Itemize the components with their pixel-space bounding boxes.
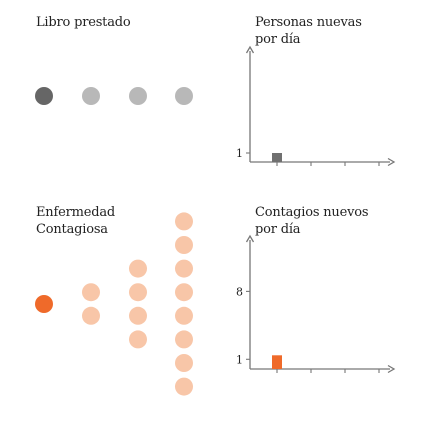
bottom-chart-title: Contagios nuevos por día: [255, 204, 369, 238]
bottom-dot: [175, 212, 193, 231]
top-chart-title: Personas nuevas por día: [255, 14, 362, 48]
top-y-arrow: [245, 45, 255, 54]
top-y-tick-label: 1: [236, 147, 243, 160]
bottom-left-label-line-2: Contagiosa: [36, 222, 108, 237]
bottom-y-tick-label: 8: [236, 285, 243, 298]
top-left-label: Libro prestado: [36, 15, 131, 30]
top-dot: [129, 87, 147, 105]
bottom-bar-chart: 18: [236, 234, 396, 374]
bottom-chart-title-line-1: Contagios nuevos: [255, 205, 369, 220]
bottom-dot: [82, 283, 100, 302]
bottom-dot-grid: [35, 212, 193, 396]
bottom-dot: [175, 283, 193, 302]
bottom-x-arrow: [387, 364, 396, 374]
bottom-dot: [175, 377, 193, 396]
bottom-dot: [129, 283, 147, 302]
bottom-dot: [175, 259, 193, 278]
bottom-left-label: Enfermedad Contagiosa: [36, 204, 115, 238]
bottom-dot: [175, 306, 193, 325]
top-bar: [272, 153, 282, 162]
top-bar-chart: 1: [236, 45, 396, 167]
bottom-dot: [129, 259, 147, 278]
top-dot: [35, 87, 53, 105]
bottom-dot: [129, 330, 147, 349]
top-chart-title-line-1: Personas nuevas: [255, 15, 362, 30]
bottom-dot: [175, 354, 193, 372]
top-dot-grid: [35, 87, 193, 105]
top-x-arrow: [387, 157, 396, 167]
top-dot: [82, 87, 100, 105]
bottom-dot: [82, 306, 100, 325]
bottom-y-tick-label: 1: [236, 353, 243, 366]
bottom-left-label-line-1: Enfermedad: [36, 205, 115, 220]
bottom-y-arrow: [245, 234, 255, 243]
bottom-bar: [272, 355, 282, 369]
bottom-dot: [175, 236, 193, 254]
bottom-dot: [175, 330, 193, 349]
bottom-dot: [129, 306, 147, 325]
top-dot: [175, 87, 193, 105]
top-chart-title-line-2: por día: [255, 32, 301, 47]
bottom-dot: [35, 295, 53, 313]
bottom-chart-title-line-2: por día: [255, 222, 301, 237]
